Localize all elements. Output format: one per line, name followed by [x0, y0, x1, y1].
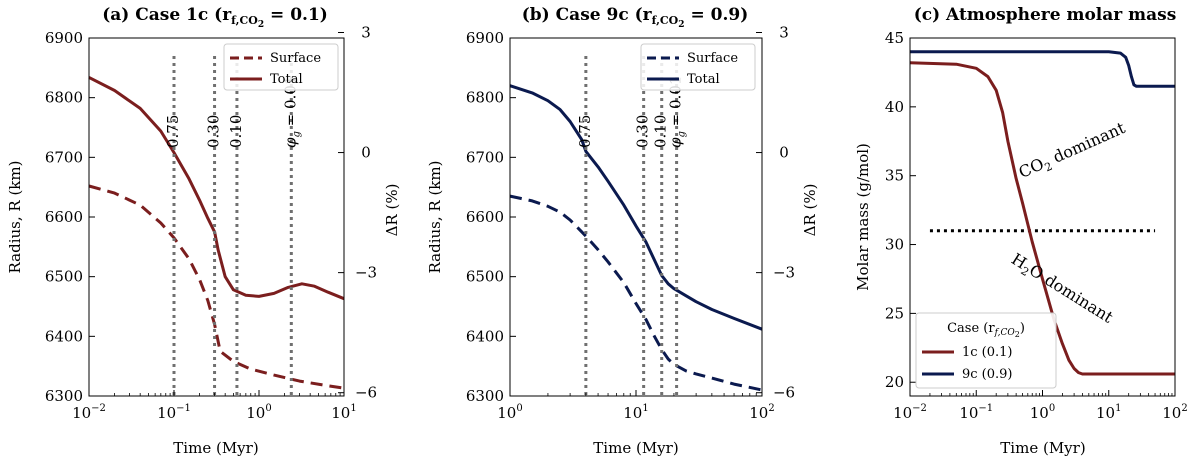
panel-b: (b) Case 9c (rf,CO2 = 0.9) 0.75 0.30 0.10φ… — [426, 5, 819, 457]
panel-a-ylabel-right: ΔR (%) — [383, 184, 401, 237]
panel-c-legend-9c-label: 9c (0.9) — [962, 367, 1013, 382]
panel-c-x-ticks: 10−2 10−1 100 101 102 — [893, 390, 1188, 422]
panel-c-ylabel: Molar mass (g/mol) — [854, 143, 872, 291]
panel-a-ylabel: Radius, R (km) — [6, 161, 24, 274]
pa-total-line — [88, 76, 345, 301]
pb-right-tick-label: −3 — [773, 264, 795, 282]
panel-b-title: (b) Case 9c (rf,CO2 = 0.9) — [522, 5, 748, 30]
pc-x-tick-label: 102 — [1162, 403, 1187, 422]
panel-a-legend-surface-label: Surface — [270, 51, 321, 66]
pc-y-tick-label: 25 — [885, 304, 904, 322]
panel-a-vlines: 0.75 0.30 0.10 φg = 0.01 — [164, 56, 302, 396]
pa-right-tick-label: −3 — [355, 264, 377, 282]
panel-c-legend-box — [915, 312, 1057, 389]
panel-a-y-ticks: 6300 6400 6500 6600 6700 6800 6900 — [45, 29, 95, 405]
pc-annotation: CO2 dominant — [1016, 118, 1130, 185]
panel-b-x-ticks: 100 101 102 — [497, 390, 775, 422]
pa-x-tick-label: 10−2 — [72, 403, 106, 422]
pa-vline-label: 0.75 — [164, 115, 182, 148]
pb-right-tick-label: 0 — [779, 144, 789, 162]
pb-y-tick-label: 6700 — [466, 148, 504, 166]
pb-vline-label: 0.30 — [634, 115, 652, 148]
pc-y-tick-label: 45 — [885, 29, 904, 47]
panel-b-ylabel-right: ΔR (%) — [801, 184, 819, 237]
panel-b-xlabel: Time (Myr) — [593, 439, 678, 457]
pa-y-tick-label: 6300 — [45, 387, 83, 405]
pb-y-tick-label: 6500 — [466, 268, 504, 286]
panel-c-lines — [909, 50, 1175, 376]
pa-y-tick-label: 6400 — [45, 327, 83, 345]
pb-vline-label: 0.10 — [652, 115, 670, 148]
panel-b-legend-total-label: Total — [687, 72, 720, 87]
pc-x-tick-label: 10−2 — [893, 403, 927, 422]
panel-a-legend-total-label: Total — [270, 72, 303, 87]
pa-y-tick-label: 6800 — [45, 89, 83, 107]
panel-a: (a) Case 1c (rf,CO2 = 0.1) 0.75 0.30 0.10 φ… — [6, 5, 401, 457]
pb-x-tick-label: 102 — [749, 403, 774, 422]
panel-b-legend-surface-label: Surface — [687, 51, 738, 66]
pc-y-tick-label: 30 — [885, 236, 904, 254]
pc-series-line-1 — [910, 50, 1175, 88]
pc-x-tick-label: 10−1 — [959, 403, 993, 422]
pb-total-line — [509, 84, 763, 331]
pa-y-tick-label: 6900 — [45, 29, 83, 47]
pa-right-tick-label: 0 — [361, 144, 371, 162]
panel-b-lines — [509, 84, 763, 392]
panel-a-x-ticks: 10−2 10−1 100 101 — [72, 390, 357, 422]
panel-c-frame — [909, 37, 1176, 397]
pa-right-tick-label: 3 — [361, 23, 371, 41]
pa-y-tick-label: 6500 — [45, 268, 83, 286]
panel-c: (c) Atmosphere molar mass 10−2 10−1 100 101… — [854, 5, 1188, 457]
pb-y-tick-label: 6800 — [466, 89, 504, 107]
panel-b-right-ticks: 3 0 −3 −6 — [756, 23, 795, 402]
pb-vline-label: 0.75 — [576, 115, 594, 148]
panel-a-right-ticks: 3 0 −3 −6 — [338, 23, 377, 402]
pa-x-tick-label: 101 — [331, 403, 356, 422]
panel-a-frame — [88, 37, 345, 397]
panel-a-lines — [88, 76, 345, 390]
pb-x-tick-label: 101 — [623, 403, 648, 422]
pc-y-tick-label: 35 — [885, 167, 904, 185]
pb-y-tick-label: 6600 — [466, 208, 504, 226]
pc-x-tick-label: 100 — [1030, 403, 1055, 422]
pb-right-tick-label: −6 — [773, 384, 795, 402]
panel-a-xlabel: Time (Myr) — [173, 439, 258, 457]
panel-b-y-ticks: 6300 6400 6500 6600 6700 6800 6900 — [466, 29, 516, 405]
pb-y-tick-label: 6900 — [466, 29, 504, 47]
panel-c-y-ticks: 20 25 30 35 40 45 — [885, 29, 916, 391]
panel-c-legend-1c-label: 1c (0.1) — [962, 345, 1013, 360]
pb-y-tick-label: 6300 — [466, 387, 504, 405]
panel-c-title: (c) Atmosphere molar mass — [914, 5, 1177, 25]
panel-a-legend: Surface Total — [223, 43, 339, 91]
pb-surface-line — [509, 194, 763, 392]
panel-c-legend: Case (rf,CO2) 1c (0.1) 9c (0.9) — [915, 312, 1057, 389]
pa-vline-label: 0.10 — [227, 115, 245, 148]
pa-vline-label: 0.30 — [205, 115, 223, 148]
panel-b-frame — [509, 37, 763, 397]
panel-c-xlabel: Time (Myr) — [1000, 439, 1085, 457]
pa-x-tick-label: 100 — [246, 403, 271, 422]
pa-y-tick-label: 6600 — [45, 208, 83, 226]
pc-x-tick-label: 101 — [1096, 403, 1121, 422]
pa-x-tick-label: 10−1 — [157, 403, 191, 422]
pb-y-tick-label: 6400 — [466, 327, 504, 345]
pa-y-tick-label: 6700 — [45, 148, 83, 166]
pc-series-line-0 — [909, 61, 1175, 376]
pa-surface-line — [88, 184, 345, 390]
panel-b-legend: Surface Total — [640, 43, 756, 91]
pb-x-tick-label: 100 — [497, 403, 522, 422]
pc-y-tick-label: 20 — [885, 373, 904, 391]
panel-a-title: (a) Case 1c (rf,CO2 = 0.1) — [102, 5, 328, 30]
pb-right-tick-label: 3 — [779, 23, 789, 41]
pc-y-tick-label: 40 — [885, 98, 904, 116]
panel-b-ylabel: Radius, R (km) — [426, 161, 444, 274]
pa-right-tick-label: −6 — [355, 384, 377, 402]
panel-c-legend-title: Case (rf,CO2) — [947, 321, 1025, 339]
